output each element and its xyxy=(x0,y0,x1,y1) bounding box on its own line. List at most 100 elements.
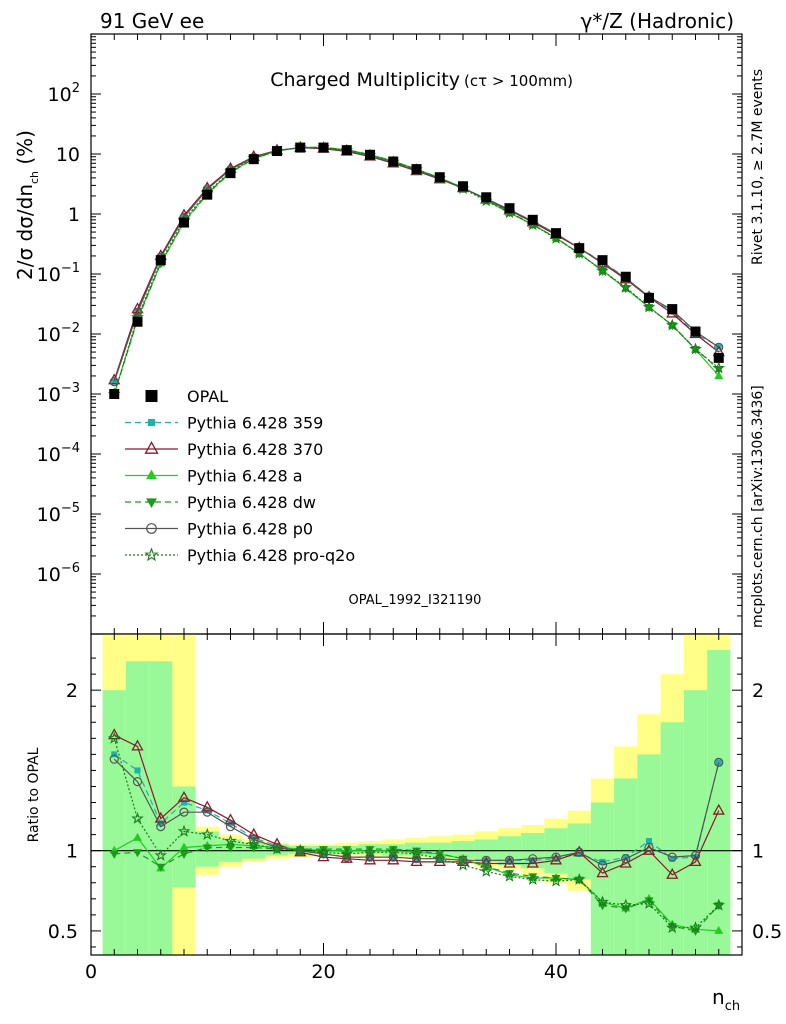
data-point-pythia-6-428-p0 xyxy=(690,850,701,861)
data-point-pythia-6-428-pro-q2o xyxy=(619,898,632,911)
data-point-pythia-6-428-dw xyxy=(388,846,398,855)
data-point-opal xyxy=(644,292,654,303)
data-point-pythia-6-428-a xyxy=(714,370,724,379)
data-point-opal xyxy=(551,228,561,239)
data-point-pythia-6-428-370 xyxy=(131,739,144,751)
data-point-pythia-6-428-370 xyxy=(108,373,121,385)
upper-frame xyxy=(90,33,743,635)
data-point-pythia-6-428-pro-q2o xyxy=(596,264,609,277)
mcplots-label: mcplots.cern.ch [arXiv:1306.3436] xyxy=(750,385,766,628)
data-point-pythia-6-428-359 xyxy=(646,838,652,845)
data-point-pythia-6-428-dw xyxy=(691,346,700,355)
data-point-pythia-6-428-pro-q2o xyxy=(131,811,144,824)
uncertainty-band-inner xyxy=(451,841,475,859)
series-line-pythia-6-428-359 xyxy=(113,146,720,382)
data-point-pythia-6-428-pro-q2o xyxy=(549,874,563,887)
x-tick-label: 0 xyxy=(85,961,97,983)
data-point-pythia-6-428-dw xyxy=(226,844,235,853)
data-point-pythia-6-428-a xyxy=(179,842,189,851)
data-point-opal xyxy=(527,214,538,225)
lower-panel: 0 20 40 0.5 0.5 1 1 2 2 xyxy=(48,633,782,983)
legend-label-pythia-6-428-359: Pythia 6.428 359 xyxy=(187,414,323,433)
data-point-pythia-6-428-359 xyxy=(134,767,141,774)
legend-marker-pythia-6-428-370 xyxy=(144,441,159,454)
data-point-pythia-6-428-370 xyxy=(712,803,725,815)
x-axis-label: nch xyxy=(712,985,740,1014)
data-point-pythia-6-428-pro-q2o xyxy=(619,280,632,293)
data-point-opal xyxy=(109,389,120,399)
data-point-pythia-6-428-dw xyxy=(156,863,166,872)
data-point-pythia-6-428-dw xyxy=(179,850,189,859)
legend-marker-pythia-6-428-pro-q2o xyxy=(144,547,159,562)
data-point-opal xyxy=(434,172,445,183)
plot-title-suffix: (cτ > 100mm) xyxy=(464,72,573,90)
data-point-pythia-6-428-370 xyxy=(410,855,423,867)
data-point-pythia-6-428-359 xyxy=(529,857,536,864)
y-tick-label-right: 1 xyxy=(752,841,764,863)
uncertainty-band-inner xyxy=(125,661,150,955)
data-point-pythia-6-428-370 xyxy=(503,856,516,868)
uncertainty-band-inner xyxy=(149,661,173,955)
data-point-pythia-6-428-p0 xyxy=(504,855,515,865)
data-point-pythia-6-428-pro-q2o xyxy=(386,845,400,858)
data-point-pythia-6-428-pro-q2o xyxy=(503,869,516,882)
data-point-pythia-6-428-359 xyxy=(553,855,559,862)
data-point-pythia-6-428-a xyxy=(133,832,142,841)
data-point-pythia-6-428-370 xyxy=(642,843,656,855)
data-point-opal xyxy=(667,304,678,315)
data-point-pythia-6-428-pro-q2o xyxy=(666,318,679,331)
data-point-pythia-6-428-370 xyxy=(666,867,679,879)
data-point-pythia-6-428-pro-q2o xyxy=(340,847,354,860)
data-point-opal xyxy=(341,145,352,156)
uncertainty-band-inner xyxy=(102,690,126,955)
upper-panel: 10−6 10−5 10−4 10−3 10−2 10−1 1 10 102 xyxy=(37,33,743,635)
data-point-pythia-6-428-p0 xyxy=(318,849,329,859)
series-line-pythia-6-428-dw xyxy=(113,146,720,395)
data-point-opal xyxy=(365,149,375,160)
data-point-opal xyxy=(248,154,259,165)
data-point-pythia-6-428-p0 xyxy=(388,852,398,862)
data-point-pythia-6-428-p0 xyxy=(365,852,375,862)
data-point-pythia-6-428-pro-q2o xyxy=(712,898,725,911)
data-point-pythia-6-428-359 xyxy=(157,820,164,827)
legend-marker-pythia-6-428-359 xyxy=(147,418,156,427)
data-point-pythia-6-428-p0 xyxy=(574,847,584,857)
data-point-pythia-6-428-p0 xyxy=(644,842,654,853)
data-point-pythia-6-428-370 xyxy=(549,853,563,865)
legend-marker-pythia-6-428-a xyxy=(146,469,157,480)
data-point-pythia-6-428-dw xyxy=(295,846,305,855)
x-tick-label: 40 xyxy=(544,961,568,983)
y-tick-label-right: 2 xyxy=(752,680,764,702)
data-point-pythia-6-428-370 xyxy=(177,790,191,802)
data-point-pythia-6-428-pro-q2o xyxy=(526,873,540,885)
data-point-pythia-6-428-pro-q2o xyxy=(270,842,284,855)
data-point-pythia-6-428-p0 xyxy=(202,807,212,817)
data-point-pythia-6-428-p0 xyxy=(597,860,608,870)
data-point-opal xyxy=(318,142,329,153)
data-point-opal xyxy=(411,164,422,175)
y-tick-label: 1 xyxy=(68,204,80,226)
legend-label-pythia-6-428-p0: Pythia 6.428 p0 xyxy=(187,520,313,539)
legend-marker-pythia-6-428-dw xyxy=(146,498,157,508)
data-point-opal xyxy=(155,255,166,266)
uncertainty-band-inner xyxy=(660,722,684,955)
series-line-pythia-6-428-a xyxy=(113,146,720,395)
data-point-pythia-6-428-370 xyxy=(363,853,377,865)
legend-marker-pythia-6-428-p0 xyxy=(146,523,157,534)
data-point-opal xyxy=(481,192,492,203)
data-point-pythia-6-428-359 xyxy=(669,855,676,862)
series-line-pythia-6-428-p0 xyxy=(113,146,720,382)
data-point-opal xyxy=(620,271,631,282)
y-tick-label: 10 xyxy=(56,144,80,166)
data-point-pythia-6-428-dw xyxy=(714,902,724,911)
data-point-opal xyxy=(690,326,701,337)
data-point-opal xyxy=(179,217,189,228)
data-point-opal xyxy=(597,255,608,266)
data-point-pythia-6-428-dw xyxy=(644,897,654,906)
data-point-pythia-6-428-pro-q2o xyxy=(363,845,377,858)
data-point-opal xyxy=(504,203,515,214)
data-point-pythia-6-428-dw xyxy=(133,849,142,858)
data-point-pythia-6-428-dw xyxy=(644,304,654,313)
data-point-pythia-6-428-pro-q2o xyxy=(201,828,214,841)
y-tick-label: 10−1 xyxy=(37,261,80,286)
